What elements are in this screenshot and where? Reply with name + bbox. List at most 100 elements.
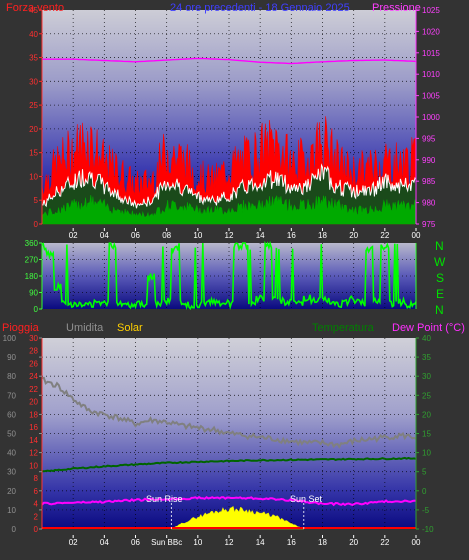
- rain-axis-tick: 14: [29, 436, 38, 445]
- humidity-axis-tick: 90: [7, 353, 16, 362]
- humidity-axis-tick: 30: [7, 468, 16, 477]
- rain-axis-tick: 28: [29, 347, 38, 356]
- pressure-axis-tick: 980: [422, 199, 436, 208]
- legend-solar: Solar: [117, 322, 143, 334]
- humidity-axis-tick: 40: [7, 449, 16, 458]
- x-axis-bottom-label: 02: [69, 538, 78, 547]
- compass-label-w: W: [434, 255, 446, 269]
- temp-axis-tick: 30: [422, 372, 431, 381]
- wind-axis-tick: 0: [34, 220, 39, 229]
- pressure-axis-tick: 1015: [422, 49, 440, 58]
- x-axis-bottom-label: 16: [287, 538, 296, 547]
- humidity-axis-tick: 60: [7, 410, 16, 419]
- compass-label-s: S: [436, 271, 445, 285]
- sunrise-label: Sun Rise: [146, 494, 183, 504]
- temp-axis-tick: -10: [422, 525, 434, 534]
- temp-axis-tick: 15: [422, 430, 431, 439]
- legend-humidity: Umidita: [66, 322, 104, 334]
- rain-axis-tick: 18: [29, 410, 38, 419]
- x-axis-top-label: 00: [412, 231, 421, 240]
- pressure-axis-tick: 1020: [422, 27, 440, 36]
- rain-axis-tick: 6: [34, 487, 39, 496]
- x-axis-top-label: 02: [69, 231, 78, 240]
- temp-axis-tick: 40: [422, 334, 431, 343]
- x-axis-top-label: 10: [193, 231, 202, 240]
- pressure-axis-tick: 1025: [422, 6, 440, 15]
- legend-temperature: Temperatura: [312, 322, 374, 334]
- temp-axis-tick: -5: [422, 506, 430, 515]
- wind-title: Forza vento: [6, 2, 65, 14]
- rain-axis-tick: 20: [29, 398, 38, 407]
- humidity-axis-tick: 10: [7, 506, 16, 515]
- direction-axis-tick: 180: [25, 272, 39, 281]
- rain-axis-tick: 2: [34, 512, 39, 521]
- pressure-axis-tick: 1005: [422, 92, 440, 101]
- humidity-axis-tick: 80: [7, 372, 16, 381]
- legend-rain: Pioggia: [2, 322, 39, 334]
- x-axis-bottom-label: 12: [225, 538, 234, 547]
- sunset-label: Sun Set: [290, 494, 323, 504]
- rain-axis-tick: 22: [29, 385, 38, 394]
- rain-axis-tick: 16: [29, 423, 38, 432]
- wind-axis-tick: 20: [29, 125, 38, 134]
- wind-axis-tick: 15: [29, 149, 38, 158]
- rain-axis-tick: 30: [29, 334, 38, 343]
- x-axis-bottom-label: 10: [193, 538, 202, 547]
- temperature-line: [41, 456, 417, 473]
- wind-axis-tick: 10: [29, 172, 38, 181]
- x-axis-bottom-label: 22: [380, 538, 389, 547]
- pressure-axis-tick: 985: [422, 177, 436, 186]
- wind-direction-line: [41, 240, 417, 311]
- x-axis-top-label: 04: [100, 231, 109, 240]
- humidity-axis-tick: 50: [7, 430, 16, 439]
- legend-dewpoint: Dew Point (°C): [392, 322, 465, 334]
- x-axis-top-label: 14: [256, 231, 265, 240]
- humidity-axis-tick: 20: [7, 487, 16, 496]
- x-axis-bottom-label: 14: [256, 538, 265, 547]
- humidity-axis-tick: 100: [3, 334, 17, 343]
- wind-avg-line: [41, 163, 417, 209]
- x-axis-bottom-label: Sun BBc: [151, 538, 182, 547]
- x-axis-bottom-label: 18: [318, 538, 327, 547]
- temp-axis-tick: 20: [422, 410, 431, 419]
- rain-axis-tick: 12: [29, 449, 38, 458]
- wind-axis-tick: 5: [34, 196, 39, 205]
- direction-axis-tick: 0: [34, 305, 39, 314]
- wind-low-area: [41, 194, 417, 225]
- temp-axis-tick: 0: [422, 487, 427, 496]
- rain-axis-tick: 4: [34, 500, 39, 509]
- x-axis-top-label: 12: [225, 231, 234, 240]
- rain-axis-tick: 8: [34, 474, 39, 483]
- pressure-axis-tick: 995: [422, 134, 436, 143]
- dewpoint-line: [41, 495, 417, 507]
- rain-axis-tick: 0: [34, 525, 39, 534]
- pressure-axis-tick: 1000: [422, 113, 440, 122]
- rain-axis-tick: 26: [29, 359, 38, 368]
- pressure-axis-tick: 1010: [422, 70, 440, 79]
- x-axis-top-label: 20: [349, 231, 358, 240]
- rain-axis-tick: 10: [29, 461, 38, 470]
- compass-label-n-bottom: N: [435, 303, 444, 317]
- temp-axis-tick: 10: [422, 449, 431, 458]
- solar-area: [170, 505, 304, 530]
- direction-axis-tick: 90: [29, 289, 38, 298]
- compass-label-n-top: N: [435, 239, 444, 253]
- humidity-line: [41, 376, 417, 449]
- temp-axis-tick: 5: [422, 468, 427, 477]
- x-axis-top-label: 16: [287, 231, 296, 240]
- wind-axis-tick: 40: [29, 30, 38, 39]
- x-axis-bottom-label: 04: [100, 538, 109, 547]
- compass-label-e: E: [436, 287, 445, 301]
- x-axis-top-label: 08: [162, 231, 171, 240]
- direction-axis-tick: 270: [25, 256, 39, 265]
- pressure-axis-tick: 990: [422, 156, 436, 165]
- direction-axis-tick: 360: [25, 239, 39, 248]
- temp-axis-tick: 35: [422, 353, 431, 362]
- x-axis-bottom-label: 20: [349, 538, 358, 547]
- wind-axis-tick: 45: [29, 6, 38, 15]
- chart-title: 24 ore precedenti - 18 Gennaio 2025: [170, 2, 350, 14]
- x-axis-top-label: 06: [131, 231, 140, 240]
- wind-axis-tick: 25: [29, 101, 38, 110]
- humidity-axis-tick: 0: [12, 525, 17, 534]
